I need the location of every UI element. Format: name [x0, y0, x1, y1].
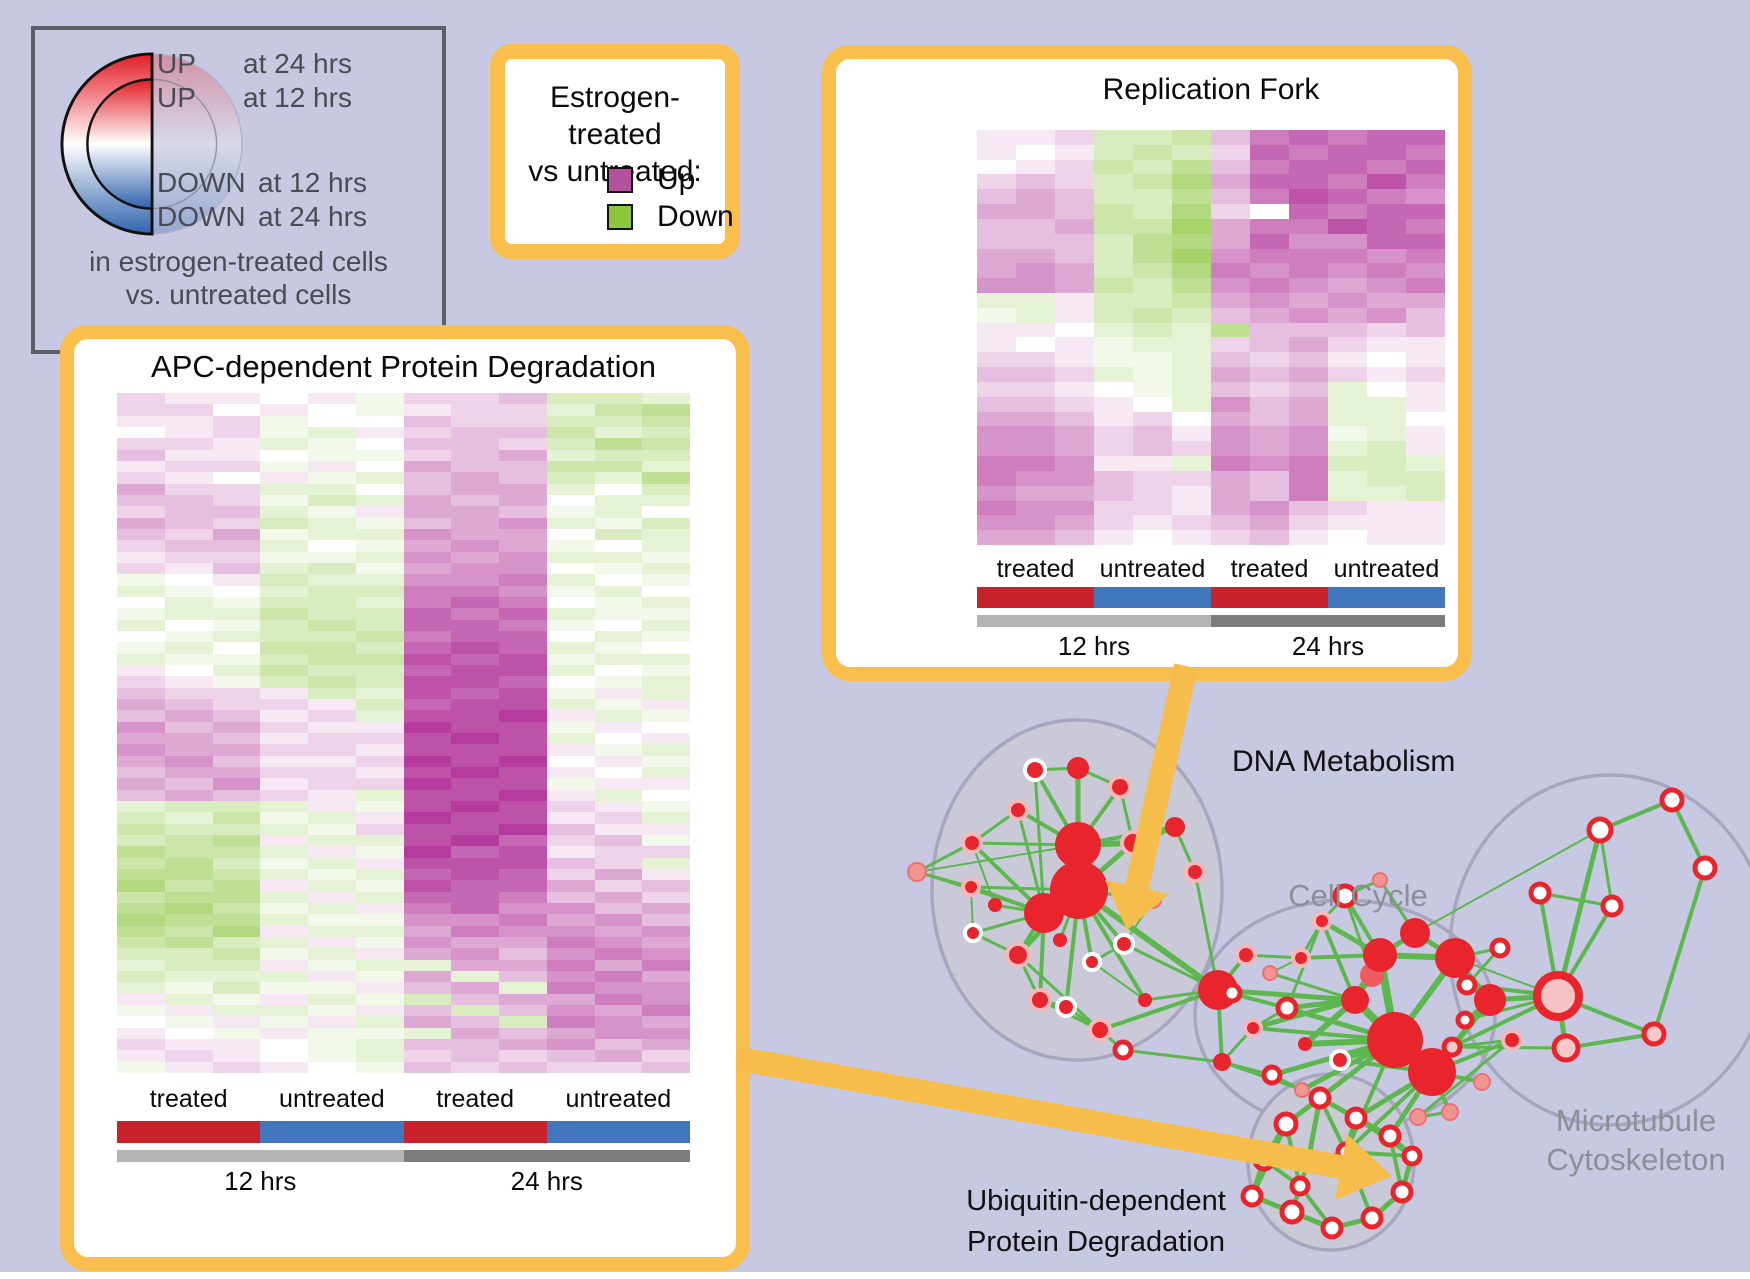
replication-fork-panel: Replication Fork treated untreated treat… — [822, 45, 1472, 681]
bottom-white-margin — [0, 1272, 1750, 1279]
cluster-label-ubiquitin-degradation: Ubiquitin-dependent Protein Degradation — [966, 1185, 1226, 1258]
replication-time-labels: 12 hrs 24 hrs — [1057, 631, 1365, 661]
treated-bar-segment — [403, 1121, 547, 1143]
hrs24-bar-segment — [403, 1150, 690, 1162]
legend-item-down: Down — [607, 200, 734, 234]
cluster-label-dna-metabolism: DNA Metabolism — [1232, 745, 1456, 778]
replication-fork-heatmap — [977, 130, 1445, 545]
untreated-bar-segment — [1328, 587, 1445, 608]
apc-degradation-panel: APC-dependent Protein Degradation treate… — [60, 325, 750, 1271]
key-down-12-word: DOWN — [157, 167, 246, 198]
up-label: Up — [657, 163, 696, 196]
untreated-bar-segment — [1094, 587, 1211, 608]
cluster-label-microtubule-cytoskeleton: Microtubule Cytoskeleton — [1546, 1103, 1726, 1177]
apc-degradation-heatmap — [117, 393, 690, 1073]
key-down-24-word: DOWN — [157, 201, 246, 232]
legend-item-up: Up — [607, 163, 695, 197]
replication-treatment-bar — [977, 587, 1445, 608]
hrs12-bar-segment — [117, 1150, 404, 1162]
replication-time-bar — [977, 615, 1445, 627]
treated-bar-segment — [977, 587, 1094, 608]
replication-fork-title: Replication Fork — [1102, 73, 1320, 106]
apc-treatment-bar — [117, 1121, 690, 1143]
key-caption-line2: vs. untreated cells — [125, 279, 352, 310]
untreated-bar-segment — [546, 1121, 690, 1143]
up-down-circle-glyph — [60, 52, 243, 236]
key-down-24-time: at 24 hrs — [258, 201, 367, 232]
up-color-swatch — [607, 167, 633, 193]
down-color-swatch — [607, 204, 633, 230]
key-up-24-word: UP — [157, 48, 196, 79]
updown-legend: Estrogen-treated vs untreated: Up Down — [490, 44, 740, 259]
replication-group-labels: treated untreated treated untreated — [996, 555, 1440, 583]
color-key-legend: UP at 24 hrs UP at 12 hrs DOWN at 12 hrs… — [31, 26, 446, 354]
treated-bar-segment — [117, 1121, 261, 1143]
apc-time-labels: 12 hrs 24 hrs — [224, 1166, 583, 1196]
cluster-label-cell-cycle: Cell Cycle — [1288, 878, 1428, 913]
key-up-24-time: at 24 hrs — [243, 48, 352, 79]
apc-group-labels: treated untreated treated untreated — [149, 1085, 672, 1113]
apc-time-bar — [117, 1150, 690, 1162]
apc-degradation-title: APC-dependent Protein Degradation — [151, 349, 656, 384]
untreated-bar-segment — [260, 1121, 404, 1143]
treated-bar-segment — [1211, 587, 1328, 608]
down-label: Down — [657, 200, 734, 233]
hrs12-bar-segment — [977, 615, 1211, 627]
key-caption-line1: in estrogen-treated cells — [89, 246, 388, 277]
hrs24-bar-segment — [1211, 615, 1445, 627]
key-down-12-time: at 12 hrs — [258, 167, 367, 198]
key-up-12-time: at 12 hrs — [243, 82, 352, 113]
key-up-12-word: UP — [157, 82, 196, 113]
